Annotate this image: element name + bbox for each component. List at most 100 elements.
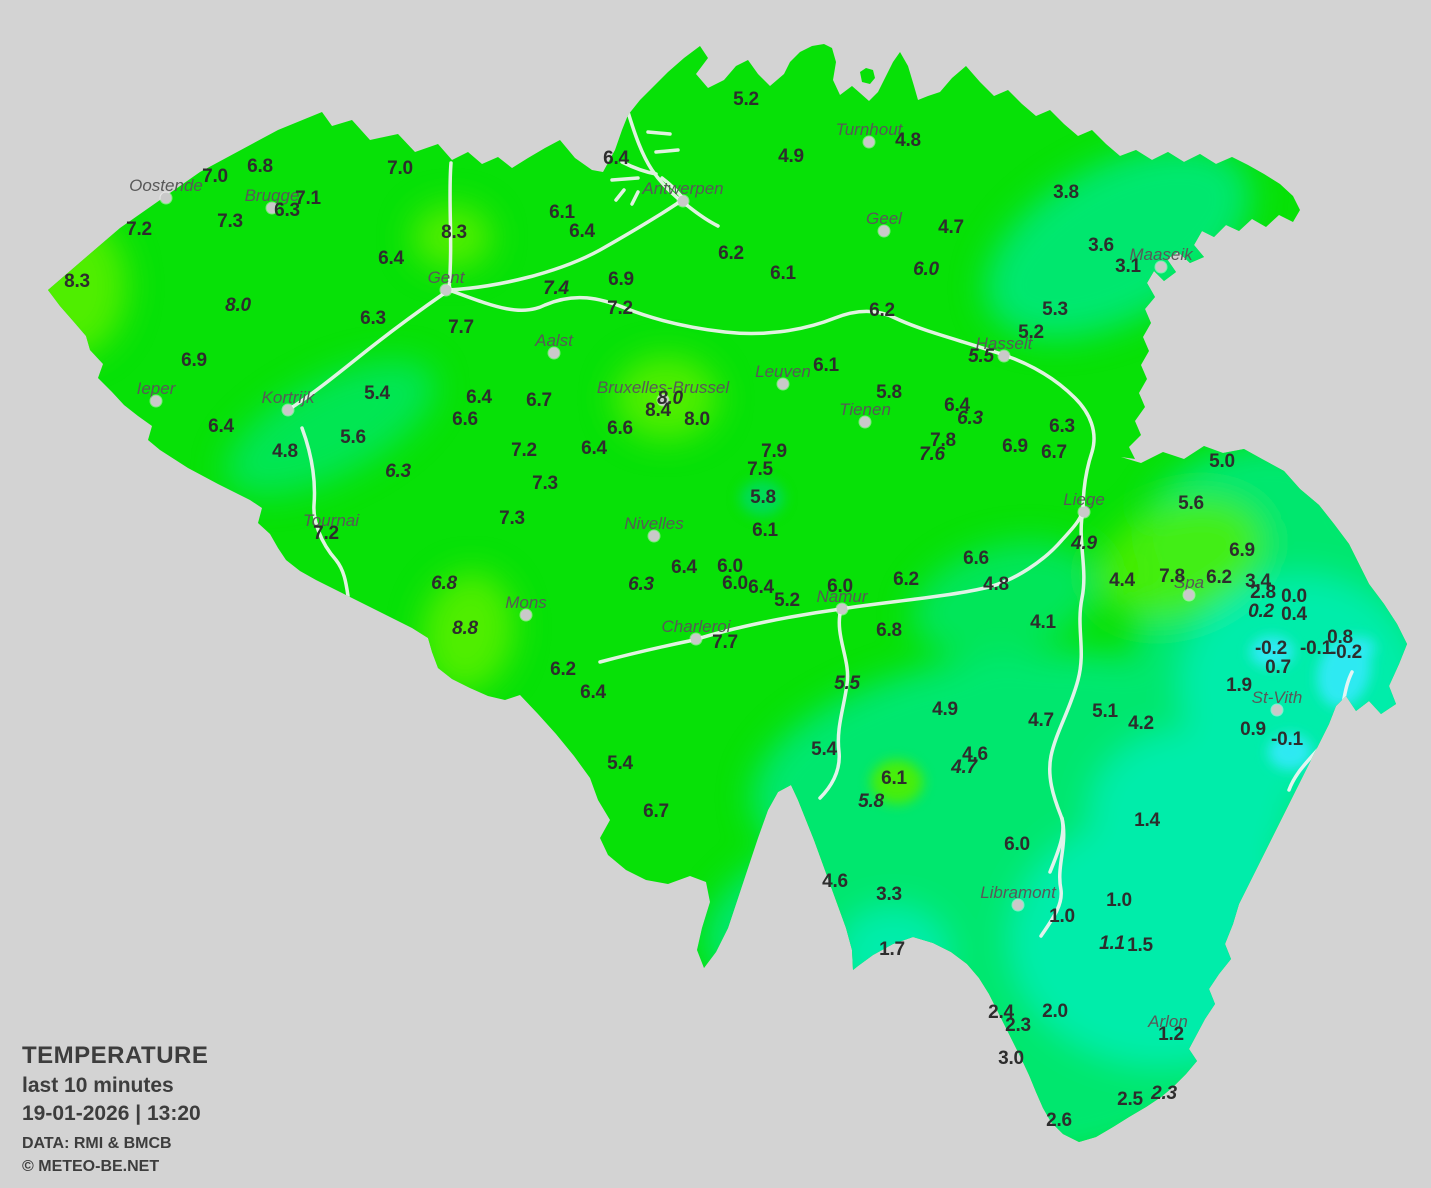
temperature-reading: 7.2 (511, 440, 537, 461)
temperature-reading: 5.4 (811, 739, 837, 760)
city-label: Aalst (535, 331, 573, 350)
temperature-reading: 5.3 (1042, 299, 1068, 320)
temperature-reading: 8.0 (684, 409, 710, 430)
temperature-reading: 6.6 (452, 409, 478, 430)
temperature-reading: 0.8 (1327, 627, 1353, 648)
city-label: Geel (866, 209, 902, 228)
city-label: Leuven (755, 362, 811, 381)
temperature-reading: 6.0 (1004, 834, 1030, 855)
city-dot (1183, 589, 1195, 601)
city-label: Maaseik (1129, 245, 1193, 264)
city-label: Kortrijk (261, 388, 315, 407)
temperature-reading: 5.4 (607, 753, 633, 774)
temperature-reading: 2.4 (988, 1002, 1014, 1023)
city-label: Brugge (244, 186, 300, 205)
data-source: DATA: RMI & BMCB (22, 1135, 172, 1152)
temperature-reading: 6.7 (1041, 442, 1067, 463)
baarle-exclave (860, 68, 875, 84)
temperature-reading: 6.9 (1229, 540, 1255, 561)
temperature-reading: 2.3 (1005, 1015, 1031, 1036)
temperature-reading: -0.2 (1330, 642, 1362, 663)
temperature-reading: 6.2 (718, 243, 744, 264)
temperature-reading: 5.1 (1092, 701, 1118, 722)
city-dot (160, 192, 172, 204)
temperature-reading: 5.2 (1018, 322, 1044, 343)
temperature-reading: 6.6 (963, 548, 989, 569)
temperature-reading: 1.1 (1099, 933, 1125, 954)
map-title: TEMPERATURE (22, 1042, 209, 1069)
temperature-reading: 5.8 (876, 382, 902, 403)
temperature-reading: 4.6 (962, 744, 988, 765)
temperature-reading: 7.8 (1159, 566, 1185, 587)
temperature-reading: -0.1 (1300, 638, 1332, 659)
city-dot (859, 416, 871, 428)
temperature-reading: 6.3 (385, 461, 411, 482)
city-label: Turnhout (835, 120, 903, 139)
map-datetime: 19-01-2026 | 13:20 (22, 1102, 201, 1125)
temperature-reading: 6.2 (869, 300, 895, 321)
city-label: Tienen (839, 400, 891, 419)
temperature-reading: 7.1 (295, 188, 321, 209)
temperature-reading: 8.0 (225, 295, 251, 316)
temperature-reading: 1.4 (1134, 810, 1160, 831)
city-label: Nivelles (624, 514, 684, 533)
temperature-reading: 7.6 (919, 444, 945, 465)
temperature-reading: 6.4 (569, 221, 595, 242)
temperature-reading: 2.6 (1046, 1110, 1072, 1131)
temperature-reading: 6.1 (881, 768, 907, 789)
temperature-reading: 5.5 (834, 673, 860, 694)
temperature-reading: 6.2 (1206, 567, 1232, 588)
temperature-reading: 6.7 (643, 801, 669, 822)
temperature-reading: 8.4 (645, 400, 671, 421)
city-dot (777, 378, 789, 390)
temperature-reading: 4.8 (983, 574, 1009, 595)
temperature-reading: 7.3 (532, 473, 558, 494)
city-label: Ieper (136, 379, 176, 398)
temperature-reading: 2.0 (1042, 1001, 1068, 1022)
temperature-reading: 2.8 (1250, 582, 1276, 603)
temperature-reading: 6.3 (360, 308, 386, 329)
city-label: Oostende (129, 176, 203, 195)
city-dot (266, 202, 278, 214)
temperature-reading: 6.8 (247, 156, 273, 177)
temperature-reading: 3.8 (1053, 182, 1079, 203)
temperature-reading: 4.2 (1128, 713, 1154, 734)
temperature-reading: 6.9 (181, 350, 207, 371)
temperature-reading: 0.9 (1240, 719, 1266, 740)
temperature-reading: 6.4 (671, 557, 697, 578)
temperature-reading: 7.4 (543, 278, 569, 299)
temperature-reading: 4.9 (932, 699, 958, 720)
temperature-reading: 5.2 (774, 590, 800, 611)
city-dot (878, 225, 890, 237)
temperature-reading: 7.2 (607, 298, 633, 319)
city-dot (520, 609, 532, 621)
temperature-reading: 6.1 (770, 263, 796, 284)
temperature-reading: 7.3 (499, 508, 525, 529)
temperature-reading: 7.3 (217, 211, 243, 232)
temperature-reading: 6.0 (913, 259, 939, 280)
city-dot (1078, 506, 1090, 518)
temperature-reading: 4.1 (1030, 612, 1056, 633)
temperature-reading: 5.6 (340, 427, 366, 448)
temperature-reading: 6.1 (752, 520, 778, 541)
city-dot (150, 395, 162, 407)
temperature-reading: 0.4 (1281, 604, 1307, 625)
temperature-reading: 7.5 (747, 459, 773, 480)
title-block: TEMPERATURE last 10 minutes 19-01-2026 |… (22, 1042, 208, 1176)
temperature-reading: 6.3 (628, 574, 654, 595)
temperature-reading: 6.8 (431, 573, 457, 594)
temperature-reading: 6.7 (526, 390, 552, 411)
map-subtitle: last 10 minutes (22, 1074, 174, 1097)
city-dot (282, 404, 294, 416)
temperature-reading: 1.9 (1226, 675, 1252, 696)
temperature-reading: 4.9 (1071, 533, 1097, 554)
city-dot (998, 350, 1010, 362)
temperature-reading: 0.2 (1248, 601, 1274, 622)
temperature-reading: 7.2 (126, 219, 152, 240)
city-dot (677, 195, 689, 207)
temperature-reading: 4.4 (1109, 570, 1135, 591)
city-label: Hasselt (975, 334, 1033, 353)
temperature-reading: 5.8 (858, 791, 884, 812)
temperature-reading: 6.4 (944, 395, 970, 416)
